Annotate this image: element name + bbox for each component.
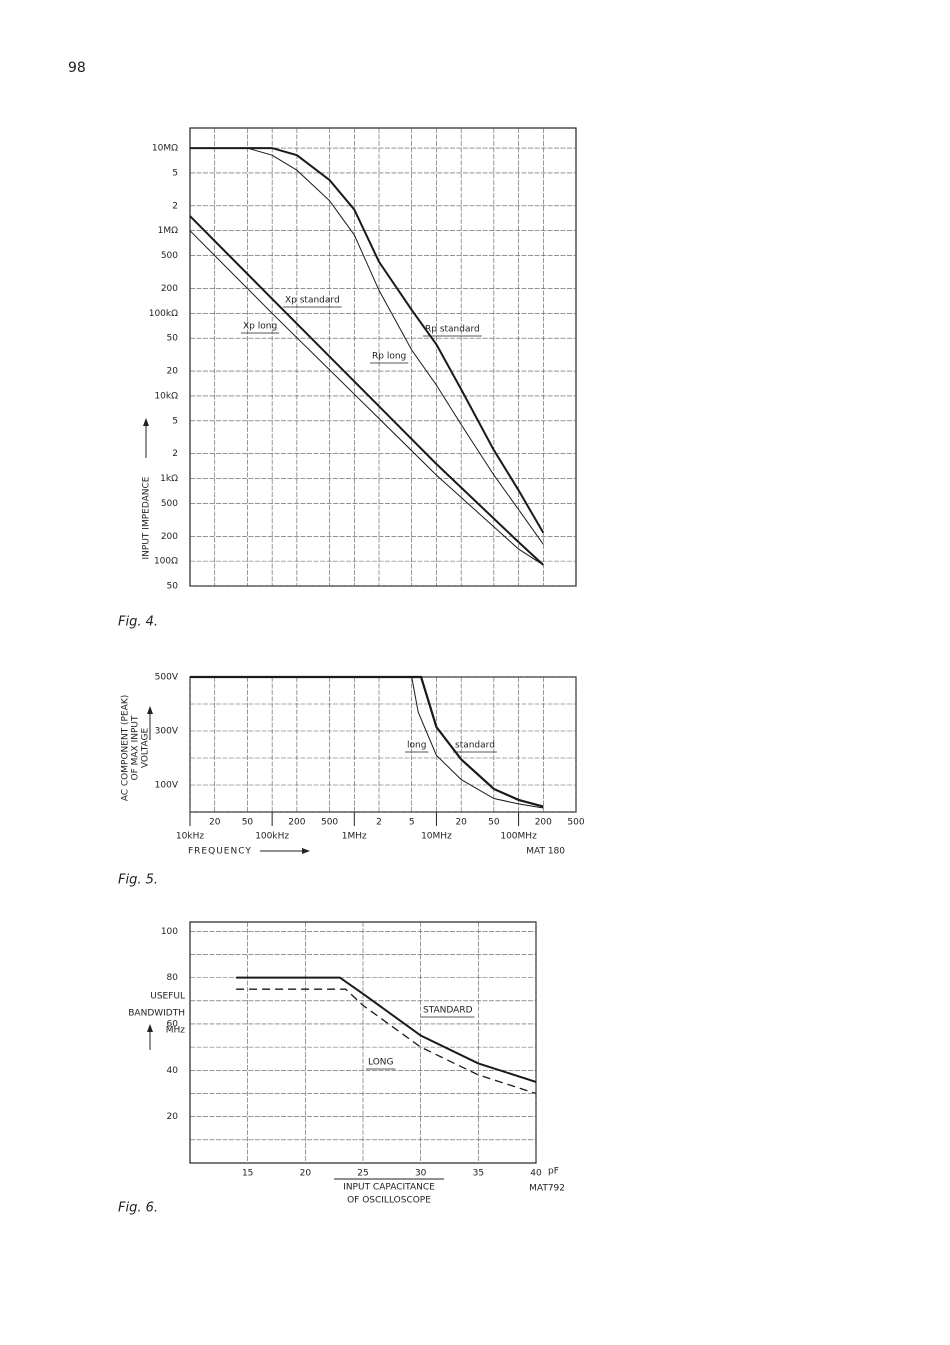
y-tick-label: 10kΩ bbox=[154, 391, 178, 401]
y-axis-label: INPUT IMPEDANCE bbox=[142, 476, 152, 559]
x-tick-label: 5 bbox=[409, 818, 415, 828]
x-tick-label: 25 bbox=[357, 1169, 368, 1179]
x-decade-label: 1MHz bbox=[342, 832, 367, 842]
series-label: STANDARD bbox=[423, 1006, 473, 1016]
series-line bbox=[190, 147, 545, 534]
y-tick-label: 500 bbox=[161, 251, 178, 261]
series-label: LONG bbox=[368, 1058, 394, 1068]
x-tick-label: 20 bbox=[209, 818, 221, 828]
series-label: Rp standard bbox=[425, 325, 480, 335]
y-tick-label: 20 bbox=[167, 1112, 179, 1122]
y-tick-label: 5 bbox=[172, 168, 178, 178]
x-decade-label: 100MHz bbox=[500, 832, 537, 842]
series-label: long bbox=[407, 741, 426, 751]
y-tick-label: 300V bbox=[155, 727, 179, 737]
x-tick-label: 2 bbox=[376, 818, 382, 828]
x-tick-label: 200 bbox=[535, 818, 552, 828]
y-tick-label: 200 bbox=[161, 532, 178, 542]
y-tick-label: 500V bbox=[155, 673, 179, 683]
figure-caption: Fig. 6. bbox=[118, 1201, 158, 1216]
x-tick-label: 500 bbox=[321, 818, 338, 828]
series-label: Xp standard bbox=[285, 296, 340, 306]
page-number: 98 bbox=[68, 60, 86, 76]
arrow-head bbox=[143, 418, 149, 426]
series-label: Rp long bbox=[372, 352, 406, 362]
x-tick-label: 30 bbox=[415, 1169, 427, 1179]
x-axis-label: OF OSCILLOSCOPE bbox=[347, 1196, 431, 1206]
series-line bbox=[189, 215, 544, 566]
y-axis-label: MHz bbox=[166, 1026, 186, 1036]
y-tick-label: 100V bbox=[155, 781, 179, 791]
y-tick-label: 50 bbox=[167, 582, 179, 592]
arrow-head bbox=[147, 1024, 153, 1032]
drawing-code: MAT792 bbox=[529, 1184, 565, 1194]
arrow-head bbox=[147, 706, 153, 714]
series-label: Xp long bbox=[243, 322, 277, 332]
y-tick-label: 100Ω bbox=[154, 557, 178, 567]
series-line bbox=[236, 976, 537, 1083]
x-tick-label: 500 bbox=[567, 818, 584, 828]
x-tick-label: 50 bbox=[242, 818, 254, 828]
x-tick-label: 50 bbox=[488, 818, 500, 828]
y-tick-label: 500 bbox=[161, 499, 178, 509]
y-axis-label: OF MAX INPUT bbox=[131, 715, 141, 780]
x-axis-label: FREQUENCY bbox=[188, 847, 252, 857]
plot-frame bbox=[189, 676, 577, 813]
figure-caption: Fig. 4. bbox=[118, 615, 158, 630]
y-tick-label: 40 bbox=[167, 1066, 179, 1076]
arrow-head bbox=[302, 848, 310, 854]
y-tick-label: 10MΩ bbox=[152, 144, 178, 154]
y-tick-label: 200 bbox=[161, 284, 178, 294]
y-tick-label: 60 bbox=[167, 1019, 179, 1029]
y-axis-label: VOLTAGE bbox=[141, 728, 151, 769]
y-axis-label: BANDWIDTH bbox=[128, 1009, 185, 1019]
y-tick-label: 1MΩ bbox=[158, 226, 178, 236]
y-tick-label: 50 bbox=[167, 334, 179, 344]
x-tick-label: 40 bbox=[530, 1169, 542, 1179]
y-axis-label: AC COMPONENT (PEAK) bbox=[121, 695, 131, 802]
series-line bbox=[236, 988, 537, 1095]
y-axis-label: USEFUL bbox=[150, 992, 185, 1002]
y-tick-label: 1kΩ bbox=[160, 474, 178, 484]
y-tick-label: 5 bbox=[172, 416, 178, 426]
x-decade-label: 10MHz bbox=[421, 832, 452, 842]
x-tick-label: 20 bbox=[300, 1169, 312, 1179]
x-tick-label: 35 bbox=[473, 1169, 484, 1179]
drawing-code: MAT 180 bbox=[526, 847, 565, 857]
y-tick-label: 2 bbox=[172, 201, 178, 211]
figure-caption: Fig. 5. bbox=[118, 873, 158, 888]
y-tick-label: 100kΩ bbox=[149, 309, 178, 319]
series-line bbox=[190, 147, 544, 545]
x-tick-label: 15 bbox=[242, 1169, 253, 1179]
x-tick-label: 200 bbox=[288, 818, 305, 828]
x-tick-label: 20 bbox=[455, 818, 467, 828]
series-line bbox=[190, 675, 544, 808]
y-tick-label: 20 bbox=[167, 367, 179, 377]
x-axis-label: INPUT CAPACITANCE bbox=[343, 1183, 435, 1193]
y-tick-label: 80 bbox=[167, 973, 179, 983]
series-line bbox=[189, 230, 544, 566]
x-decade-label: 100kHz bbox=[255, 832, 289, 842]
series-line bbox=[190, 676, 544, 809]
x-unit: pF bbox=[548, 1167, 559, 1177]
y-tick-label: 100 bbox=[161, 927, 178, 937]
series-label: standard bbox=[455, 741, 495, 751]
y-tick-label: 2 bbox=[172, 449, 178, 459]
x-decade-label: 10kHz bbox=[176, 832, 204, 842]
